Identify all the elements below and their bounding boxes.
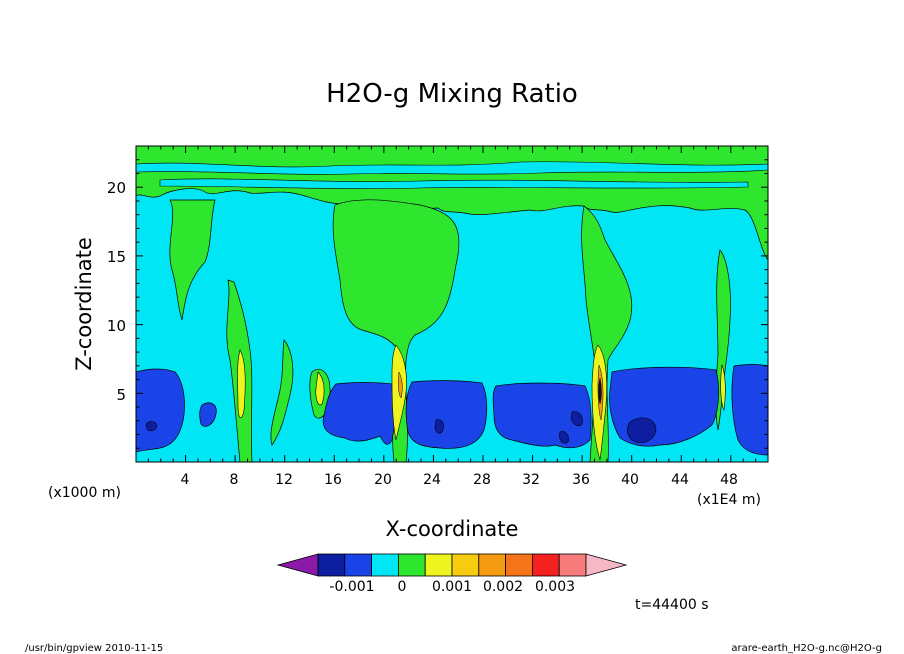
x-tick-label: 40 — [621, 472, 639, 488]
x-tick-label: 20 — [374, 472, 392, 488]
very-dry-core-2 — [434, 419, 444, 434]
chart-title: H2O-g Mixing Ratio — [326, 79, 578, 109]
very-dry-core-1 — [145, 421, 158, 431]
colorbar-high-triangle — [585, 553, 628, 577]
colorbar-cell — [558, 553, 587, 577]
dry-region-5 — [492, 382, 592, 449]
colorbar-label: 0.002 — [483, 579, 523, 595]
colorbar-label: 0.001 — [432, 579, 472, 595]
dry-region-4 — [405, 380, 488, 449]
moist-core-4b — [598, 377, 602, 405]
x-tick-label: 48 — [720, 472, 738, 488]
moist-streak-1 — [237, 349, 246, 418]
dry-region-7 — [731, 364, 768, 456]
very-dry-core-5 — [559, 431, 569, 444]
x-tick-label: 32 — [522, 472, 540, 488]
y-tick-label: 5 — [116, 386, 126, 404]
colorbar-label: 0.003 — [535, 579, 575, 595]
moist-streak-2 — [315, 371, 325, 406]
colorbar-cell — [478, 553, 506, 577]
moist-plume-6 — [715, 249, 731, 431]
colorbar-low-triangle — [276, 553, 319, 577]
colorbar-cell — [424, 553, 453, 577]
x-unit-label: (x1000 m) — [48, 485, 121, 501]
x-axis-title: X-coordinate — [386, 517, 519, 541]
colorbar-cell — [317, 553, 346, 577]
upper-band-cyan-strip — [159, 178, 749, 189]
colorbar-label: -0.001 — [329, 579, 374, 595]
x-tick-label: 24 — [423, 472, 441, 488]
footer-left: /usr/bin/gpview 2010-11-15 — [25, 643, 163, 654]
dry-region-3 — [322, 382, 396, 445]
x-tick-label: 28 — [473, 472, 491, 488]
y-tick-label: 10 — [107, 317, 126, 335]
dry-region-1 — [136, 368, 185, 453]
moist-streak-5 — [720, 363, 726, 412]
dry-region-2 — [199, 402, 217, 427]
colorbar-cell — [397, 553, 426, 577]
upper-moisture-band — [136, 146, 768, 261]
colorbar-cell — [532, 553, 560, 577]
very-dry-core-3 — [570, 411, 583, 426]
axis-ticks — [136, 146, 768, 462]
colorbar-cell — [371, 553, 399, 577]
plot-frame — [135, 145, 769, 463]
y-tick-label: 15 — [107, 248, 126, 266]
moist-plume-1 — [169, 199, 216, 321]
footer-right: arare-earth_H2O-g.nc@H2O-g — [731, 643, 882, 654]
x-tick-label: 16 — [324, 472, 342, 488]
x-tick-label: 12 — [275, 472, 293, 488]
moist-core-3 — [398, 371, 403, 399]
x-tick-label: 44 — [671, 472, 689, 488]
colorbar: -0.001 0 0.001 0.002 0.003 — [276, 553, 628, 595]
colorbar-cell — [451, 553, 480, 577]
x-tick-label: 36 — [572, 472, 590, 488]
colorbar-cell — [344, 553, 372, 577]
moist-plume-3 — [270, 339, 294, 446]
y-tick-label: 20 — [107, 179, 126, 197]
very-dry-core-4 — [626, 417, 657, 443]
moist-plume-5 — [581, 205, 633, 462]
colorbar-cell — [505, 553, 533, 577]
y-axis-title: Z-coordinate — [72, 237, 96, 371]
plot-area — [136, 146, 768, 462]
x-scale-label: (x1E4 m) — [697, 492, 761, 508]
x-tick-label: 4 — [181, 472, 190, 488]
x-tick-label: 8 — [230, 472, 239, 488]
time-annotation: t=44400 s — [635, 597, 709, 613]
colorbar-label: 0 — [398, 579, 407, 595]
